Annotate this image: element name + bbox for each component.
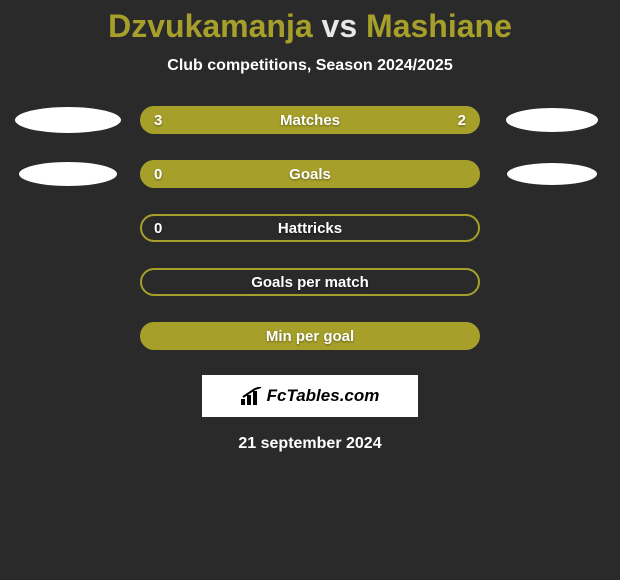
- stat-bar: Goals per match: [140, 268, 480, 296]
- player-right-name: Mashiane: [366, 8, 512, 44]
- stat-value-left: 0: [154, 166, 162, 183]
- ellipse-right: [506, 108, 598, 132]
- stat-bar: 3 Matches 2: [140, 106, 480, 134]
- comparison-card: Dzvukamanja vs Mashiane Club competition…: [0, 0, 620, 453]
- ellipse-left: [19, 162, 117, 186]
- stat-row: Goals per match: [0, 267, 620, 297]
- stat-label: Goals per match: [251, 274, 369, 291]
- stat-value-left: 3: [154, 112, 162, 129]
- stat-row: Min per goal: [0, 321, 620, 351]
- stat-bar: 0 Hattricks: [140, 214, 480, 242]
- ellipse-right-slot: [492, 163, 612, 185]
- stat-label: Hattricks: [278, 220, 342, 237]
- page-title: Dzvukamanja vs Mashiane: [0, 8, 620, 45]
- bars-icon: [241, 387, 263, 405]
- stat-label: Goals: [289, 166, 331, 183]
- stat-row: 0 Hattricks: [0, 213, 620, 243]
- stat-label: Min per goal: [266, 328, 354, 345]
- stat-bar: 0 Goals: [140, 160, 480, 188]
- stat-row: 3 Matches 2: [0, 105, 620, 135]
- stat-bar: Min per goal: [140, 322, 480, 350]
- logo-text: FcTables.com: [267, 386, 380, 406]
- stat-row: 0 Goals: [0, 159, 620, 189]
- stats-rows: 3 Matches 2 0 Goals 0 Hattricks Goals per match…: [0, 105, 620, 351]
- stat-value-right: 2: [458, 112, 466, 129]
- subtitle: Club competitions, Season 2024/2025: [0, 57, 620, 75]
- stat-label: Matches: [280, 112, 340, 129]
- date-line: 21 september 2024: [0, 435, 620, 453]
- vs-text: vs: [322, 8, 358, 44]
- ellipse-left-slot: [8, 107, 128, 133]
- ellipse-right-slot: [492, 108, 612, 132]
- ellipse-left-slot: [8, 162, 128, 186]
- logo-box: FcTables.com: [202, 375, 418, 417]
- ellipse-right: [507, 163, 597, 185]
- ellipse-left: [15, 107, 121, 133]
- stat-value-left: 0: [154, 220, 162, 237]
- logo: FcTables.com: [241, 386, 380, 406]
- player-left-name: Dzvukamanja: [108, 8, 313, 44]
